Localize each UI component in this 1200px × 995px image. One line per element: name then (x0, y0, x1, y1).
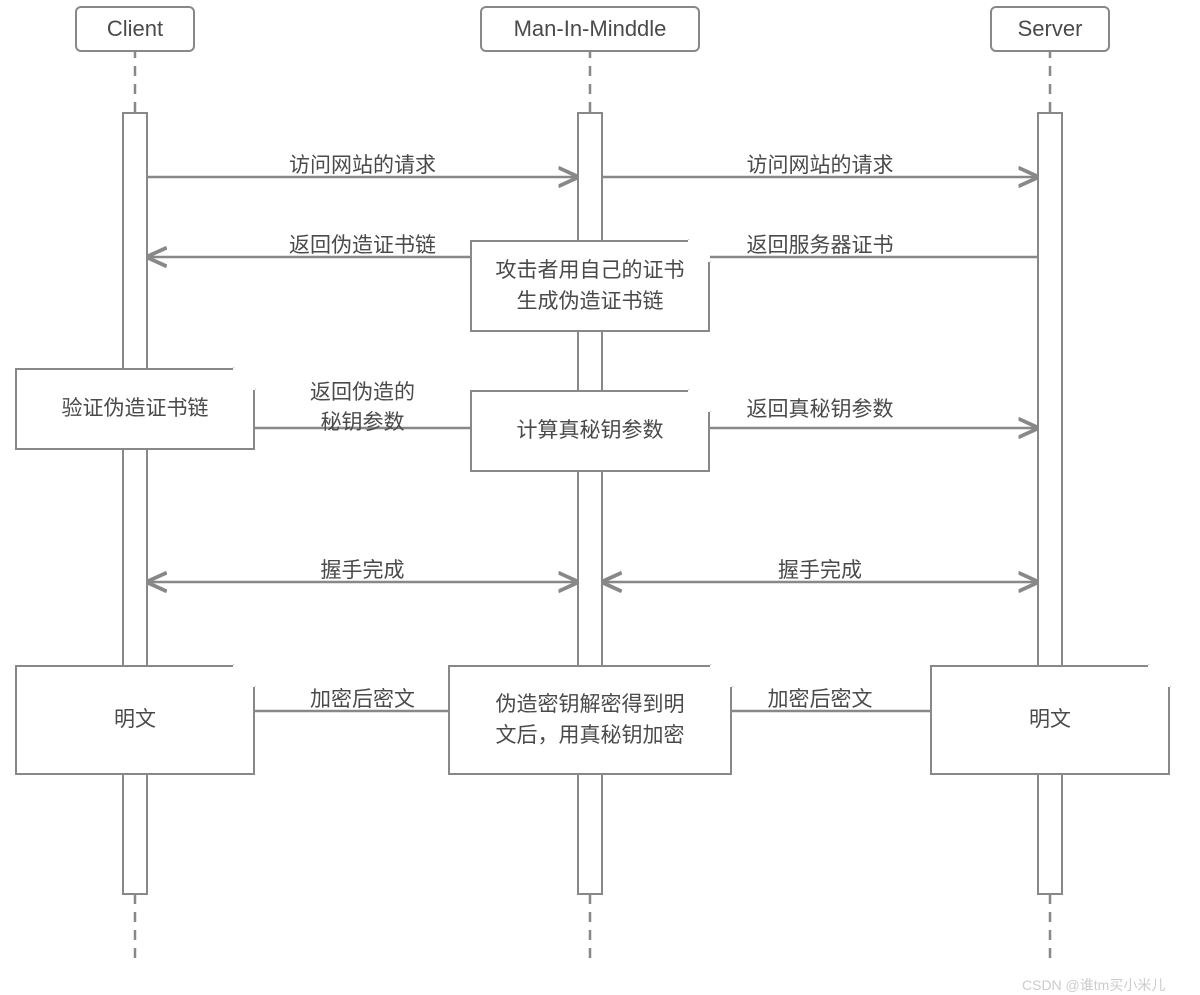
activation-bar (122, 112, 148, 895)
activation-bar (1037, 112, 1063, 895)
message-label: 访问网站的请求 (700, 149, 940, 179)
note-text: 计算真秘钥参数 (517, 415, 664, 447)
note-box: 明文 (15, 665, 255, 775)
note-text: 攻击者用自己的证书生成伪造证书链 (496, 255, 685, 318)
note-text: 验证伪造证书链 (62, 393, 209, 425)
note-box: 计算真秘钥参数 (470, 390, 710, 472)
note-corner (688, 240, 710, 262)
note-text: 伪造密钥解密得到明文后，用真秘钥加密 (496, 689, 685, 752)
message-label: 加密后密文 (243, 683, 483, 713)
note-corner (710, 665, 732, 687)
participant-mitm: Man-In-Minddle (480, 6, 700, 52)
note-box: 伪造密钥解密得到明文后，用真秘钥加密 (448, 665, 732, 775)
note-box: 攻击者用自己的证书生成伪造证书链 (470, 240, 710, 332)
activation-bar (577, 112, 603, 895)
note-box: 验证伪造证书链 (15, 368, 255, 450)
note-corner (233, 665, 255, 687)
message-label: 返回伪造的秘钥参数 (243, 376, 483, 436)
participant-server: Server (990, 6, 1110, 52)
message-label: 加密后密文 (700, 683, 940, 713)
message-label: 访问网站的请求 (243, 149, 483, 179)
message-label: 返回真秘钥参数 (700, 393, 940, 423)
message-label: 返回伪造证书链 (243, 229, 483, 259)
note-text: 明文 (1029, 704, 1071, 736)
message-label: 握手完成 (700, 554, 940, 584)
message-label: 返回服务器证书 (700, 229, 940, 259)
message-label: 握手完成 (243, 554, 483, 584)
note-corner (233, 368, 255, 390)
note-corner (688, 390, 710, 412)
note-text: 明文 (114, 704, 156, 736)
note-box: 明文 (930, 665, 1170, 775)
watermark: CSDN @谁tm买小米儿 (1022, 975, 1165, 995)
participant-client: Client (75, 6, 195, 52)
note-corner (1148, 665, 1170, 687)
